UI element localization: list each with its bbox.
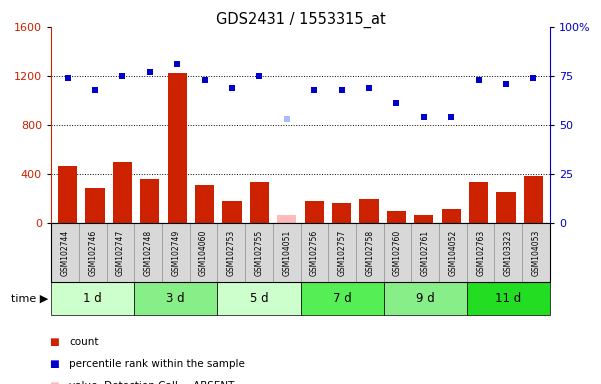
Bar xyxy=(195,185,214,223)
Text: 3 d: 3 d xyxy=(166,292,185,305)
Bar xyxy=(387,211,406,223)
Text: GSM102757: GSM102757 xyxy=(338,229,347,276)
Text: GSM102760: GSM102760 xyxy=(393,229,402,276)
Text: ■: ■ xyxy=(49,359,59,369)
Text: GSM102758: GSM102758 xyxy=(365,229,374,276)
Text: time ▶: time ▶ xyxy=(11,293,48,304)
Text: ■: ■ xyxy=(49,337,59,347)
Bar xyxy=(168,73,187,223)
Text: GSM102755: GSM102755 xyxy=(254,229,263,276)
Text: percentile rank within the sample: percentile rank within the sample xyxy=(69,359,245,369)
Text: GSM102749: GSM102749 xyxy=(171,229,180,276)
Text: GSM103323: GSM103323 xyxy=(504,229,513,276)
Text: GDS2431 / 1553315_at: GDS2431 / 1553315_at xyxy=(216,12,385,28)
Bar xyxy=(496,192,516,223)
Text: GSM102756: GSM102756 xyxy=(310,229,319,276)
Bar xyxy=(250,182,269,223)
Text: GSM102763: GSM102763 xyxy=(476,229,485,276)
Text: 11 d: 11 d xyxy=(495,292,522,305)
Text: ■: ■ xyxy=(49,381,59,384)
Text: 1 d: 1 d xyxy=(84,292,102,305)
Bar xyxy=(442,209,461,223)
Text: 9 d: 9 d xyxy=(416,292,435,305)
Text: GSM104052: GSM104052 xyxy=(448,229,457,276)
Bar xyxy=(222,201,242,223)
Bar xyxy=(58,166,77,223)
Text: count: count xyxy=(69,337,99,347)
Bar xyxy=(85,189,105,223)
Bar xyxy=(469,182,488,223)
Text: GSM102746: GSM102746 xyxy=(88,229,97,276)
Bar xyxy=(359,199,379,223)
Text: GSM104053: GSM104053 xyxy=(531,229,540,276)
Text: GSM102761: GSM102761 xyxy=(421,229,430,276)
Bar xyxy=(524,176,543,223)
Text: 5 d: 5 d xyxy=(249,292,268,305)
Bar xyxy=(332,202,351,223)
Bar xyxy=(305,201,324,223)
Text: GSM102753: GSM102753 xyxy=(227,229,236,276)
Text: GSM104060: GSM104060 xyxy=(199,229,208,276)
Bar xyxy=(140,179,159,223)
Text: GSM104051: GSM104051 xyxy=(282,229,291,276)
Text: value, Detection Call = ABSENT: value, Detection Call = ABSENT xyxy=(69,381,234,384)
Text: 7 d: 7 d xyxy=(333,292,352,305)
Text: GSM102748: GSM102748 xyxy=(144,229,153,276)
Bar xyxy=(414,215,433,223)
Text: GSM102744: GSM102744 xyxy=(61,229,70,276)
Text: GSM102747: GSM102747 xyxy=(116,229,125,276)
Bar xyxy=(113,162,132,223)
Bar xyxy=(277,215,296,223)
